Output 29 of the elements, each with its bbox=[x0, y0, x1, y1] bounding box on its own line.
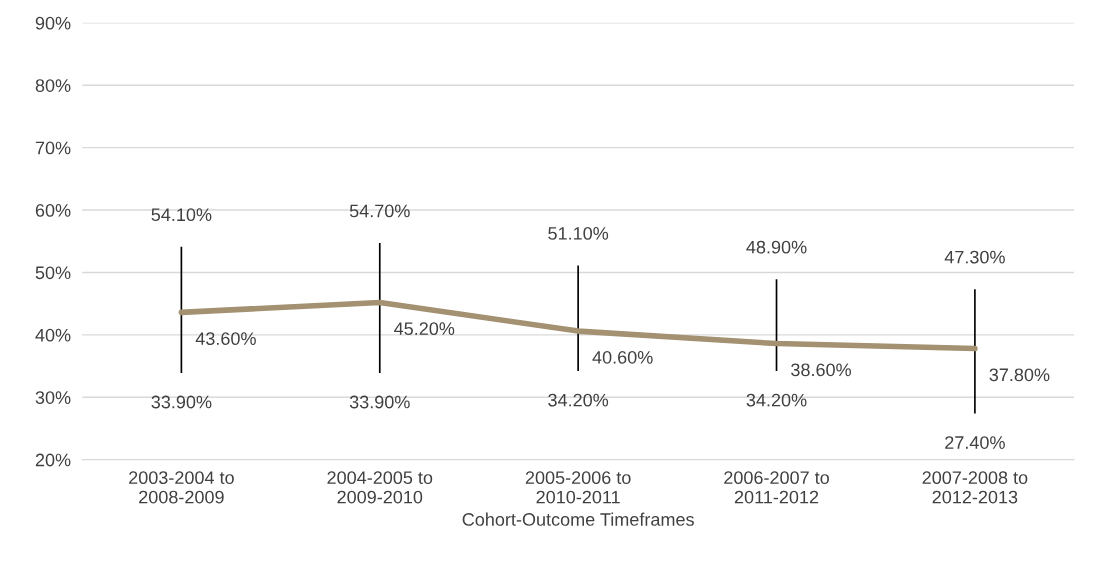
x-tick-label: 2006-2007 to 2011-2012 bbox=[724, 471, 829, 504]
y-tick-label: 70% bbox=[35, 141, 71, 155]
data-label: 45.20% bbox=[394, 322, 455, 336]
annotation: 27.40% bbox=[945, 436, 1005, 449]
annotation: 51.10% bbox=[548, 227, 609, 240]
annotation: 34.20% bbox=[548, 393, 609, 407]
x-tick-label: 2005-2006 to 2010-2011 bbox=[525, 471, 631, 504]
data-label: 40.60% bbox=[592, 350, 653, 364]
x-tick-label: 2003-2004 to 2008-2009 bbox=[129, 471, 234, 504]
y-tick-label: 40% bbox=[35, 328, 71, 342]
y-tick-label: 50% bbox=[35, 266, 71, 280]
data-label: 38.60% bbox=[791, 363, 851, 377]
y-tick-label: 80% bbox=[35, 79, 71, 92]
annotation: 33.90% bbox=[151, 395, 212, 409]
annotation: 48.90% bbox=[746, 240, 807, 254]
y-tick-label: 30% bbox=[35, 391, 71, 404]
data-label: 37.80% bbox=[989, 368, 1050, 382]
annotation: 47.30% bbox=[944, 250, 1005, 264]
annotation: 34.20% bbox=[746, 393, 807, 407]
annotation: 54.70% bbox=[349, 204, 410, 218]
x-tick-label: 2007-2008 to 2012-2013 bbox=[922, 471, 1028, 504]
x-axis-title: Cohort-Outcome Timeframes bbox=[462, 512, 694, 526]
data-label: 43.60% bbox=[195, 332, 256, 346]
y-tick-label: 60% bbox=[35, 203, 71, 217]
y-tick-label: 90% bbox=[35, 16, 71, 30]
annotation: 33.90% bbox=[349, 395, 410, 409]
annotation: 54.10% bbox=[151, 208, 212, 222]
x-tick-label: 2004-2005 to 2009-2010 bbox=[327, 471, 433, 504]
y-tick-label: 20% bbox=[35, 453, 71, 467]
